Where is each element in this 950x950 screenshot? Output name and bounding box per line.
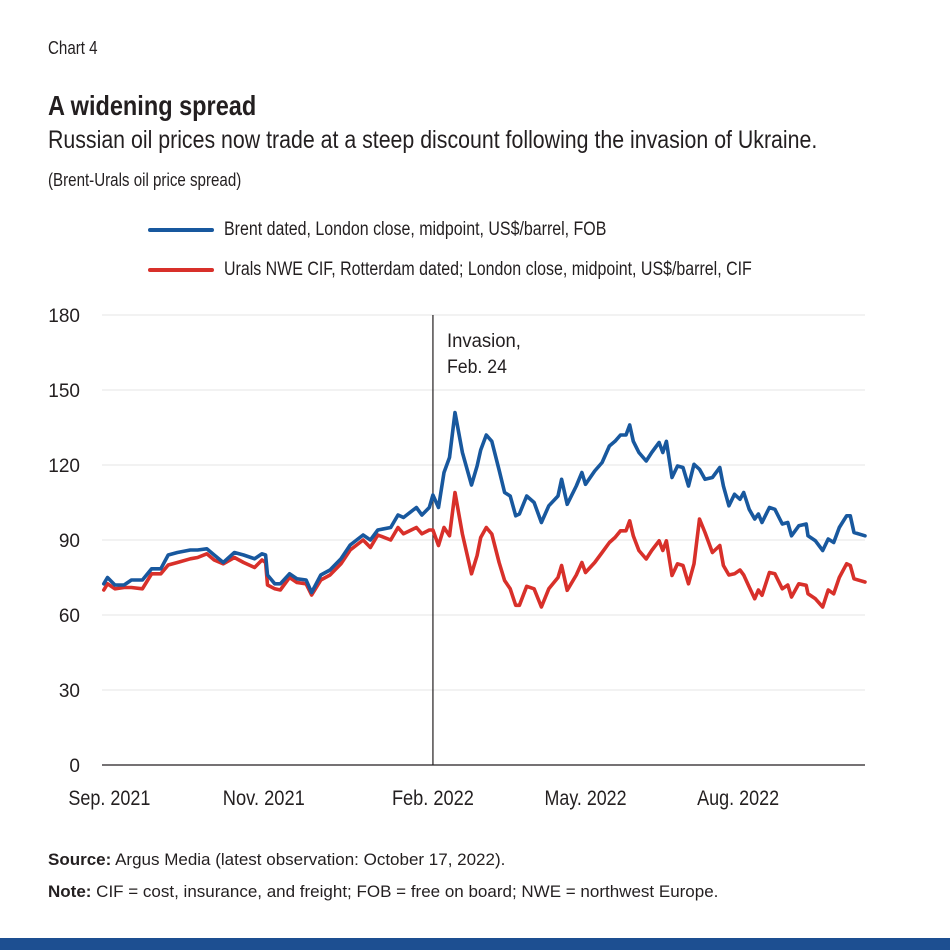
source-note: Source: Argus Media (latest observation:… [48, 850, 505, 870]
chart-unit-note: (Brent-Urals oil price spread) [48, 170, 278, 191]
chart-title-text: A widening spread [48, 90, 257, 121]
x-tick-label: Nov. 2021 [223, 787, 305, 810]
x-tick-label: Feb. 2022 [392, 787, 474, 810]
chart-number-text: Chart 4 [48, 38, 98, 58]
y-tick-label: 180 [48, 306, 80, 327]
bottom-accent-bar [0, 938, 950, 950]
invasion-annotation-line2: Feb. 24 [447, 357, 507, 378]
y-axis-ticks: 0 30 60 90 120 150 180 [48, 306, 80, 777]
note-label: Note: [48, 882, 92, 901]
chart-unit-note-text: (Brent-Urals oil price spread) [48, 170, 242, 190]
legend-swatch-brent [148, 228, 214, 232]
y-tick-label: 120 [48, 456, 80, 477]
chart-subtitle-text: Russian oil prices now trade at a steep … [48, 126, 818, 154]
y-tick-label: 90 [59, 531, 80, 552]
y-tick-label: 30 [59, 681, 80, 702]
legend-swatch-urals [148, 268, 214, 272]
legend-label-brent: Brent dated, London close, midpoint, US$… [224, 219, 679, 241]
y-tick-label: 150 [48, 381, 80, 402]
gridlines [102, 314, 865, 691]
invasion-annotation-line1: Invasion, [447, 331, 521, 352]
chart-title: A widening spread [48, 90, 296, 122]
legend-label-urals: Urals NWE CIF, Rotterdam dated; London c… [224, 259, 852, 281]
chart-number-label: Chart 4 [48, 38, 107, 59]
x-tick-label: May. 2022 [545, 787, 627, 810]
x-axis-ticks: Sep. 2021 Nov. 2021 Feb. 2022 May. 2022 Aug.… [68, 787, 779, 810]
legend-label-urals-text: Urals NWE CIF, Rotterdam dated; London c… [224, 259, 752, 280]
legend-item-brent: Brent dated, London close, midpoint, US$… [148, 218, 679, 242]
source-text: Argus Media (latest observation: October… [111, 850, 506, 869]
series-lines [102, 410, 867, 609]
y-tick-label: 0 [69, 756, 80, 777]
x-tick-label: Sep. 2021 [68, 787, 150, 810]
source-label: Source: [48, 850, 112, 869]
x-tick-label: Aug. 2022 [697, 787, 779, 810]
y-tick-label: 60 [59, 606, 80, 627]
footnote: Note: CIF = cost, insurance, and freight… [48, 882, 718, 902]
legend-item-urals: Urals NWE CIF, Rotterdam dated; London c… [148, 258, 852, 282]
legend-label-brent-text: Brent dated, London close, midpoint, US$… [224, 219, 607, 240]
note-text: CIF = cost, insurance, and freight; FOB … [91, 882, 719, 901]
chart-subtitle: Russian oil prices now trade at a steep … [48, 126, 950, 155]
series-line-brent [102, 410, 867, 595]
